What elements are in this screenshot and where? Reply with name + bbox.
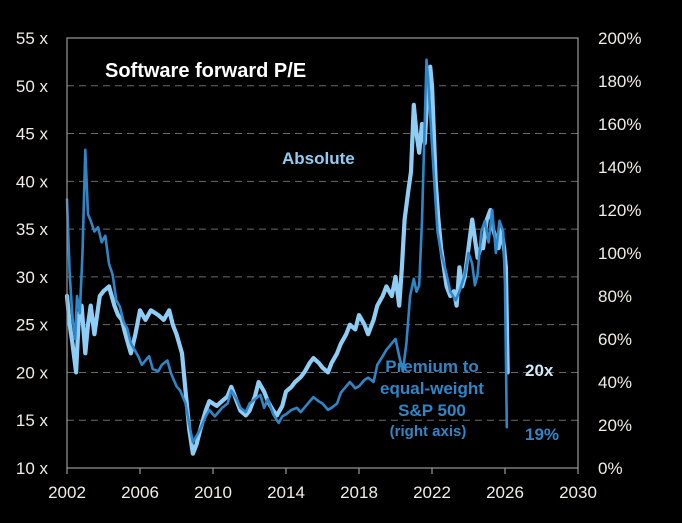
y-left-tick-label: 15 x: [16, 411, 49, 430]
y-left-tick-label: 10 x: [16, 459, 49, 478]
y-left-tick-label: 40 x: [16, 172, 49, 191]
y-left-tick-label: 20 x: [16, 363, 49, 382]
x-tick-label: 2006: [121, 483, 159, 502]
x-tick-label: 2014: [267, 483, 305, 502]
plot-frame: [66, 37, 579, 469]
x-tick-label: 2002: [48, 483, 86, 502]
y-right-tick-label: 140%: [598, 158, 641, 177]
gridlines: [67, 85, 578, 421]
y-right-tick-label: 180%: [598, 72, 641, 91]
y-right-tick-label: 200%: [598, 29, 641, 48]
y-right-tick-label: 100%: [598, 244, 641, 263]
annotation-premium-line1: Premium to: [385, 357, 479, 376]
annotation-premium-line4: (right axis): [390, 423, 467, 440]
series-layer: [64, 58, 510, 456]
y-right-tick-label: 160%: [598, 115, 641, 134]
x-tick-label: 2022: [413, 483, 451, 502]
x-tick-label: 2010: [194, 483, 232, 502]
y-right-tick-label: 120%: [598, 201, 641, 220]
y-left-tick-label: 30 x: [16, 268, 49, 287]
x-tick-label: 2030: [559, 483, 597, 502]
chart-title: Software forward P/E: [105, 60, 306, 82]
y-left-tick-label: 25 x: [16, 316, 49, 335]
series-line-premium: [65, 58, 509, 444]
annotation-premium-line3: S&P 500: [398, 401, 466, 420]
y-left-tick-label: 55 x: [16, 29, 49, 48]
y-right-tick-label: 20%: [598, 416, 632, 435]
x-axis: 2002 2006 2010 2014 2018 2022 2026 2030: [48, 468, 597, 502]
x-tick-label: 2018: [340, 483, 378, 502]
y-axis-left: 55 x 50 x 45 x 40 x 35 x 30 x 25 x 20 x 15 x 10 x: [16, 29, 49, 478]
end-label-premium: 19%: [525, 425, 559, 444]
series-line-absolute: [64, 64, 510, 456]
y-left-tick-label: 45 x: [16, 125, 49, 144]
y-axis-right: 200% 180% 160% 140% 120% 100% 80% 60% 40% 20% 0%: [598, 29, 641, 478]
y-right-tick-label: 60%: [598, 330, 632, 349]
y-left-tick-label: 50 x: [16, 77, 49, 96]
annotation-premium-line2: equal-weight: [380, 379, 484, 398]
y-right-tick-label: 40%: [598, 373, 632, 392]
y-left-tick-label: 35 x: [16, 220, 49, 239]
y-right-tick-label: 80%: [598, 287, 632, 306]
y-right-tick-label: 0%: [598, 459, 623, 478]
annotation-absolute: Absolute: [282, 149, 355, 168]
end-label-absolute: 20x: [525, 361, 554, 380]
x-tick-label: 2026: [486, 483, 524, 502]
